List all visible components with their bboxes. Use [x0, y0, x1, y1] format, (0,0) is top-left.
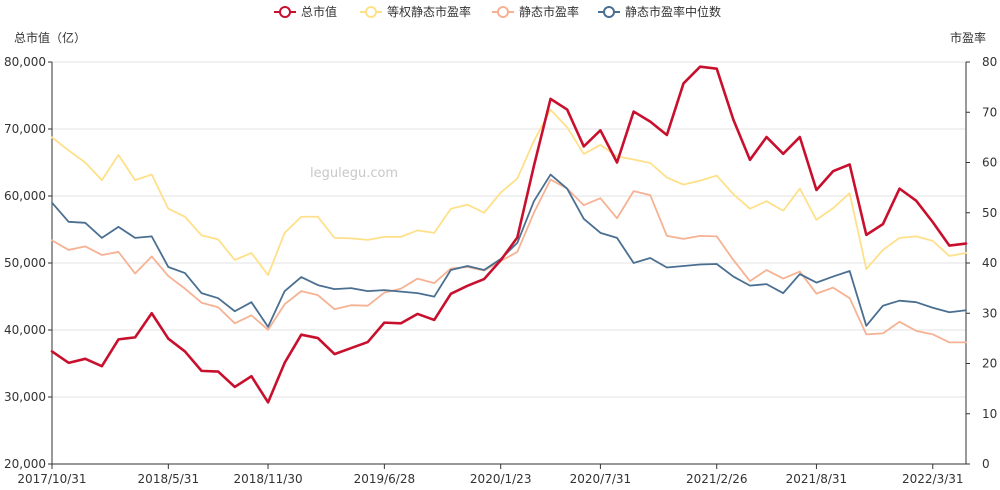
legend-marker-icon: [365, 6, 377, 18]
grid-lines: [52, 61, 966, 465]
x-tick-label: 2018/11/30: [233, 472, 302, 486]
legend-item-2[interactable]: 静态市盈率: [492, 4, 579, 19]
right-tick-label: 60: [982, 156, 997, 170]
x-tick-label: 2019/6/28: [354, 472, 416, 486]
right-tick-label: 50: [982, 206, 997, 220]
legend-item-0[interactable]: 总市值: [274, 4, 337, 19]
x-tick-label: 2020/1/23: [470, 472, 532, 486]
right-axis-ticks: 0 10 20 30 40 50 60 70 80: [982, 55, 997, 471]
right-tick-label: 0: [982, 457, 990, 471]
series-line-2[interactable]: [51, 178, 967, 344]
x-axis: 2017/10/31 2018/5/31 2018/11/30 2019/6/28 20…: [17, 61, 970, 486]
series-line-0[interactable]: [50, 65, 968, 404]
legend-label: 静态市盈率中位数: [625, 4, 721, 19]
x-tick-label: 2021/2/26: [686, 472, 748, 486]
right-tick-label: 30: [982, 306, 997, 320]
x-tick-label: 2022/3/31: [902, 472, 964, 486]
left-tick-label: 80,000: [4, 55, 46, 69]
right-tick-label: 80: [982, 55, 997, 69]
left-tick-label: 40,000: [4, 323, 46, 337]
left-axis-ticks: 20,000 30,000 40,000 50,000 60,000 70,000 80,0…: [4, 55, 46, 471]
left-tick-label: 20,000: [4, 457, 46, 471]
legend-label: 静态市盈率: [519, 4, 579, 19]
x-tick-label: 2017/10/31: [17, 472, 86, 486]
left-tick-label: 60,000: [4, 189, 46, 203]
legend-marker-icon: [603, 6, 615, 18]
x-tick-label: 2020/7/31: [570, 472, 632, 486]
right-axis-title: 市盈率: [950, 30, 986, 45]
left-tick-label: 70,000: [4, 122, 46, 136]
legend-marker-icon: [497, 6, 509, 18]
watermark: legulegu.com: [310, 166, 398, 181]
legend[interactable]: 总市值 等权静态市盈率 静态市盈率 静态市盈率中位数: [274, 4, 721, 19]
legend-label: 总市值: [301, 4, 337, 19]
right-tick-label: 70: [982, 105, 997, 119]
x-tick-label: 2021/8/31: [786, 472, 848, 486]
legend-marker-icon: [279, 6, 291, 18]
legend-item-3[interactable]: 静态市盈率中位数: [598, 4, 721, 19]
left-axis-title: 总市值（亿）: [14, 30, 86, 45]
right-tick-label: 10: [982, 407, 997, 421]
left-tick-label: 30,000: [4, 390, 46, 404]
legend-item-1[interactable]: 等权静态市盈率: [360, 4, 471, 19]
series-line-1[interactable]: [51, 108, 967, 276]
legend-label: 等权静态市盈率: [387, 4, 471, 19]
x-tick-label: 2018/5/31: [138, 472, 200, 486]
right-tick-label: 40: [982, 256, 997, 270]
right-tick-label: 20: [982, 357, 997, 371]
series-lines[interactable]: [50, 65, 968, 404]
left-tick-label: 50,000: [4, 256, 46, 270]
